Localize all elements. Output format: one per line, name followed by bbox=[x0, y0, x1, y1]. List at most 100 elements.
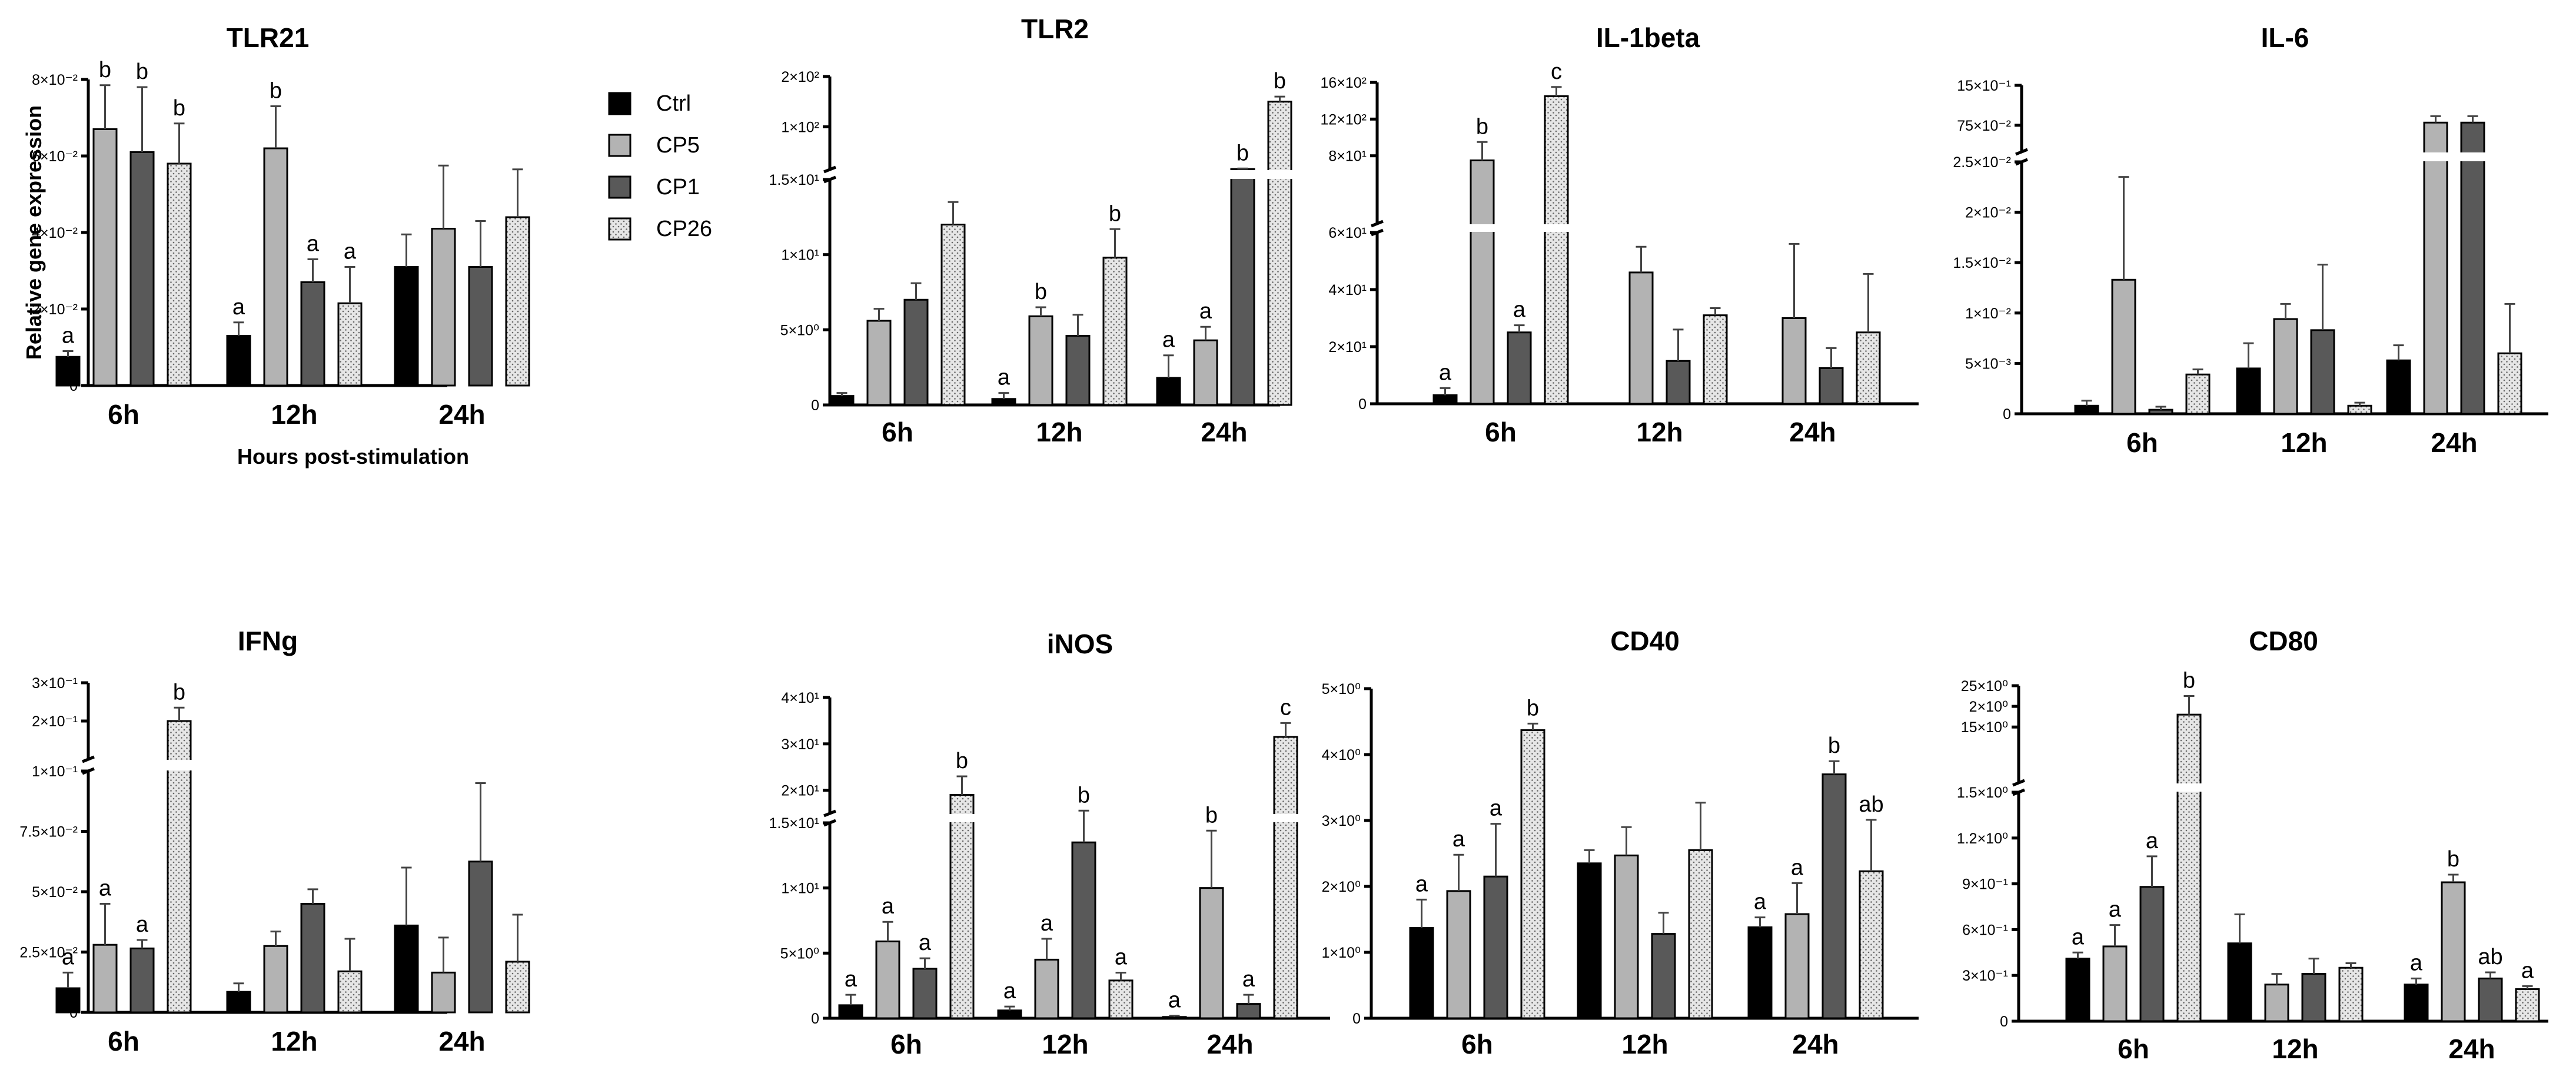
y-tick-label: 1×10² bbox=[781, 119, 819, 135]
axis-break-mark bbox=[823, 809, 836, 818]
bar-cp5-12h bbox=[1034, 958, 1059, 1019]
category-label-6h: 6h bbox=[1461, 1029, 1493, 1059]
legend-item-cp5: CP5 bbox=[608, 133, 700, 158]
bar-cp5-24h bbox=[1193, 339, 1218, 406]
bar-cp26-24h bbox=[1856, 331, 1881, 405]
bar-cp26-24h bbox=[1267, 101, 1292, 406]
significance-letter: a bbox=[1242, 967, 1255, 992]
y-tick-label: 12×10² bbox=[1320, 111, 1367, 128]
significance-letter: c bbox=[1551, 59, 1562, 84]
x-axis-label: Hours post-stimulation bbox=[237, 444, 469, 469]
y-tick-label: 5×10⁰ bbox=[1322, 681, 1361, 697]
significance-letter: b bbox=[1527, 696, 1539, 720]
chart-panels: TLR2102×10⁻²4×10⁻²6×10⁻²8×10⁻²abbb6habaa… bbox=[19, 14, 2548, 1064]
significance-letter: c bbox=[1280, 695, 1291, 720]
bar-break-gap bbox=[1266, 170, 1294, 179]
bar-ctrl-24h bbox=[394, 924, 419, 1014]
significance-letter: b bbox=[173, 680, 185, 705]
significance-letter: b bbox=[270, 79, 282, 104]
significance-letter: a bbox=[1162, 328, 1175, 353]
legend-label-ctrl: Ctrl bbox=[656, 91, 691, 116]
y-tick-label: 75×10⁻² bbox=[1957, 118, 2011, 134]
category-label-6h: 6h bbox=[1485, 417, 1517, 447]
bar-cp1-12h bbox=[2301, 973, 2326, 1022]
bar-cp1-6h bbox=[912, 968, 938, 1019]
bar-cp26-12h bbox=[1108, 979, 1134, 1019]
y-tick-label: 0 bbox=[1358, 396, 1367, 413]
bar-cp26-6h bbox=[2176, 713, 2202, 1022]
legend-label-cp26: CP26 bbox=[656, 217, 712, 241]
y-tick-label: 2×10¹ bbox=[1328, 339, 1367, 356]
bar-cp5-24h bbox=[1784, 913, 1810, 1019]
bar-cp1-24h bbox=[468, 266, 493, 387]
bar-cp26-12h bbox=[2347, 404, 2372, 415]
significance-letter: a bbox=[1452, 827, 1465, 852]
bar-cp26-12h bbox=[1703, 314, 1728, 405]
significance-letter: b bbox=[1078, 783, 1090, 808]
bar-ctrl-6h bbox=[838, 1004, 863, 1019]
legend-swatch-cp1 bbox=[608, 175, 631, 199]
bar-ctrl-12h bbox=[2227, 942, 2252, 1022]
significance-letter: a bbox=[2146, 829, 2159, 853]
bar-cp26-6h bbox=[2185, 373, 2211, 415]
bar-ctrl-24h bbox=[1162, 1016, 1187, 1019]
chart-title: iNOS bbox=[1047, 629, 1113, 659]
bar-ctrl-12h bbox=[2236, 367, 2261, 415]
y-tick-label: 25×10⁰ bbox=[1961, 678, 2008, 695]
bar-cp1-24h bbox=[2478, 977, 2503, 1022]
category-label-24h: 24h bbox=[1792, 1029, 1839, 1059]
significance-letter: a bbox=[2521, 958, 2534, 983]
legend-swatch-cp5 bbox=[608, 134, 631, 157]
legend-swatch-cp26 bbox=[608, 217, 631, 241]
bar-cp1-24h bbox=[468, 861, 493, 1014]
significance-letter: a bbox=[1791, 855, 1804, 880]
significance-letter: a bbox=[882, 894, 895, 919]
y-tick-label: 2×10⁻² bbox=[32, 301, 78, 318]
bar-cp26-6h bbox=[949, 793, 975, 1019]
legend-item-cp1: CP1 bbox=[608, 175, 700, 200]
axis-break-mark bbox=[82, 755, 95, 763]
bar-cp26-12h bbox=[1102, 257, 1128, 406]
bar-ctrl-6h bbox=[1409, 927, 1434, 1019]
chart-title: TLR21 bbox=[227, 22, 310, 53]
axis-break-mark bbox=[2012, 779, 2025, 787]
bar-cp26-24h bbox=[2515, 988, 2540, 1022]
y-tick-label: 2×10⁻¹ bbox=[32, 713, 78, 730]
category-label-12h: 12h bbox=[271, 1026, 317, 1057]
category-label-24h: 24h bbox=[438, 399, 485, 430]
bar-cp1-24h bbox=[1819, 367, 1844, 405]
bar-cp5-12h bbox=[1028, 315, 1053, 406]
bar-cp26-6h bbox=[1544, 95, 1569, 405]
significance-letter: b bbox=[1035, 280, 1047, 304]
y-tick-label: 7.5×10⁻² bbox=[19, 824, 78, 841]
bar-ctrl-24h bbox=[1747, 926, 1773, 1019]
y-tick-label: 0 bbox=[1352, 1011, 1361, 1027]
bar-cp1-12h bbox=[300, 281, 325, 387]
y-tick-label: 16×10² bbox=[1320, 75, 1367, 91]
significance-letter: b bbox=[1109, 201, 1121, 226]
y-tick-label: 2×10⁰ bbox=[1322, 879, 1361, 895]
y-tick-label: 15×10⁻¹ bbox=[1957, 78, 2011, 94]
y-tick-label: 1.2×10⁰ bbox=[1957, 830, 2008, 847]
significance-letter: b bbox=[173, 96, 185, 121]
legend-label-cp1: CP1 bbox=[656, 175, 700, 200]
significance-letter: a bbox=[2410, 951, 2423, 975]
bar-cp26-24h bbox=[505, 961, 530, 1014]
bar-cp5-6h bbox=[92, 944, 118, 1014]
bar-ctrl-24h bbox=[394, 266, 419, 387]
y-tick-label: 1×10¹ bbox=[781, 247, 819, 264]
significance-letter: b bbox=[1205, 803, 1218, 828]
category-label-6h: 6h bbox=[2118, 1034, 2149, 1064]
bar-cp26-12h bbox=[337, 302, 363, 387]
significance-letter: a bbox=[1754, 890, 1767, 915]
significance-letter: b bbox=[2447, 847, 2459, 872]
y-tick-label: 15×10⁰ bbox=[1961, 719, 2008, 736]
y-tick-label: 1.5×10⁰ bbox=[1957, 785, 2008, 801]
y-tick-label: 3×10⁻¹ bbox=[32, 675, 78, 692]
significance-letter: ab bbox=[1859, 792, 1883, 817]
bar-cp1-6h bbox=[2148, 408, 2173, 415]
y-tick-label: 6×10⁻² bbox=[32, 148, 78, 165]
bar-cp26-12h bbox=[337, 970, 363, 1014]
significance-letter: b bbox=[1476, 114, 1488, 139]
